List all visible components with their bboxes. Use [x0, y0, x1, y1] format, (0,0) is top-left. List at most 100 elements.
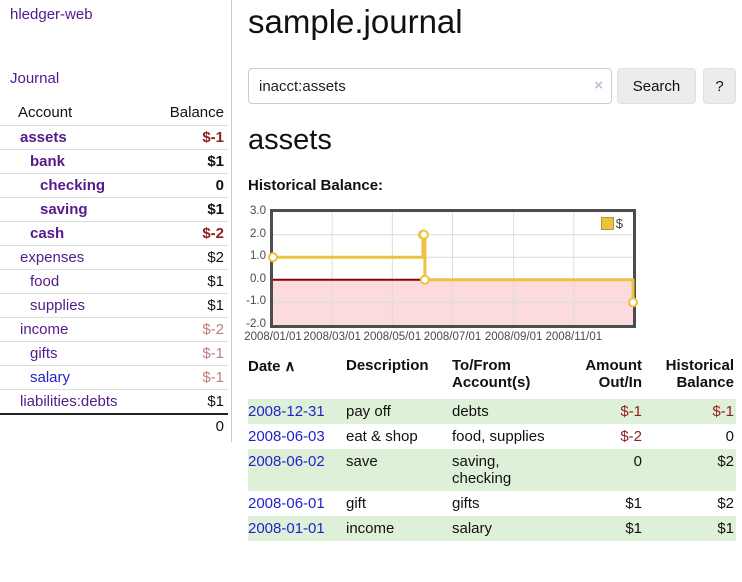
x-tick-label: 2008/11/01	[545, 331, 603, 343]
app-title-link[interactable]: hledger-web	[10, 6, 93, 23]
transaction-date-link[interactable]: 2008-06-02	[248, 453, 325, 470]
transaction-accounts: gifts	[452, 495, 480, 512]
account-link-supplies[interactable]: supplies	[30, 297, 86, 314]
transaction-date-link[interactable]: 2008-06-03	[248, 428, 325, 445]
chart-legend: $	[600, 216, 623, 231]
search-input[interactable]	[248, 68, 612, 104]
historical-balance-chart: 3.0 2.0 1.0 0.0 -1.0 -2.0 $ 2008/01/01 2008/03…	[244, 201, 668, 353]
search-button[interactable]: Search	[617, 68, 696, 104]
account-balance: $-2	[202, 225, 224, 242]
account-link-income[interactable]: income	[20, 321, 69, 338]
account-row: salary $-1	[0, 365, 228, 390]
transaction-accounts: food, supplies	[452, 428, 545, 445]
transaction-balance: 0	[725, 428, 734, 445]
transaction-amount: $1	[625, 520, 642, 537]
account-link-expenses[interactable]: expenses	[20, 249, 85, 266]
account-balance: $-1	[202, 345, 224, 362]
balance-column-header: Balance	[169, 104, 224, 121]
account-link-bank[interactable]: bank	[30, 153, 66, 170]
account-balance: $-1	[202, 129, 224, 146]
transaction-row: 2008-06-01 gift gifts $1 $2	[248, 491, 736, 516]
clear-search-icon[interactable]: ×	[594, 77, 603, 94]
account-link-assets[interactable]: assets	[20, 129, 67, 146]
transaction-balance: $2	[717, 453, 734, 470]
transaction-date-link[interactable]: 2008-06-01	[248, 495, 325, 512]
transaction-date-link[interactable]: 2008-12-31	[248, 403, 325, 420]
account-link-cash[interactable]: cash	[30, 225, 65, 242]
transaction-description: save	[346, 453, 378, 470]
transaction-balance: $-1	[712, 403, 734, 420]
x-tick-label: 2008/07/01	[423, 331, 482, 343]
transaction-description: income	[346, 520, 395, 537]
balance-column-header: Historical Balance	[665, 357, 734, 391]
account-link-food[interactable]: food	[30, 273, 60, 290]
y-tick-label: 2.0	[250, 227, 266, 240]
search-form: × Search ?	[248, 68, 736, 104]
page-title: sample.journal	[248, 3, 463, 40]
date-column-header[interactable]: Date ∧	[248, 358, 296, 375]
account-link-checking[interactable]: checking	[40, 177, 106, 194]
transaction-balance: $1	[717, 520, 734, 537]
y-tick-label: 1.0	[250, 250, 266, 263]
amount-column-header: Amount Out/In	[585, 357, 642, 391]
description-column-header: Description	[346, 357, 429, 374]
transaction-description: eat & shop	[346, 428, 418, 445]
account-balance: $2	[207, 249, 224, 266]
transaction-row: 2008-06-02 save saving, checking 0 $2	[248, 449, 736, 491]
account-row: liabilities:debts $1	[0, 389, 228, 415]
x-tick-label: 2008/05/01	[363, 331, 422, 343]
account-balance: $-1	[202, 369, 224, 386]
transaction-amount: $1	[625, 495, 642, 512]
transaction-amount: 0	[633, 453, 642, 470]
account-row: food $1	[0, 269, 228, 294]
transactions-table: Date ∧ Description To/From Account(s) Amo…	[248, 353, 736, 541]
account-balance: $1	[207, 153, 224, 170]
account-row: checking 0	[0, 173, 228, 198]
account-link-saving[interactable]: saving	[40, 201, 88, 218]
accounts-column-header: To/From Account(s)	[452, 357, 531, 391]
x-tick-label: 2008/01/01	[244, 331, 302, 343]
legend-swatch-icon	[600, 217, 614, 230]
help-button[interactable]: ?	[703, 68, 736, 104]
account-row: assets $-1	[0, 125, 228, 150]
y-tick-label: 3.0	[250, 205, 266, 217]
transaction-amount: $-1	[620, 403, 642, 420]
transaction-amount: $-2	[620, 428, 642, 445]
chart-label: Historical Balance:	[248, 177, 384, 194]
transaction-date-link[interactable]: 2008-01-01	[248, 520, 325, 537]
total-row: 0	[0, 414, 228, 438]
sidebar-item-journal[interactable]: Journal	[10, 70, 60, 87]
account-balance: $1	[207, 273, 224, 290]
account-row: expenses $2	[0, 245, 228, 270]
account-balance: 0	[215, 177, 224, 194]
account-row: bank $1	[0, 149, 228, 174]
x-tick-label: 2008/03/01	[303, 331, 361, 343]
y-tick-label: 0.0	[250, 272, 266, 285]
transaction-balance: $2	[717, 495, 734, 512]
account-row: cash $-2	[0, 221, 228, 246]
transaction-description: pay off	[346, 403, 391, 420]
account-balance: $1	[207, 297, 224, 314]
transaction-accounts: salary	[452, 520, 493, 537]
x-tick-label: 2008/09/01	[484, 331, 543, 343]
sort-ascending-icon: ∧	[284, 358, 296, 375]
account-link-gifts[interactable]: gifts	[30, 345, 58, 362]
account-balance: $1	[207, 393, 224, 410]
account-heading: assets	[248, 124, 332, 156]
account-link-liabilities-debts[interactable]: liabilities:debts	[20, 393, 118, 410]
account-link-salary[interactable]: salary	[30, 369, 71, 386]
transaction-row: 2008-06-03 eat & shop food, supplies $-2…	[248, 424, 736, 449]
transactions-header-row: Date ∧ Description To/From Account(s) Amo…	[248, 353, 736, 399]
chart-plot-area[interactable]: $	[268, 209, 638, 328]
y-tick-label: -1.0	[246, 295, 266, 308]
account-balance: $-2	[202, 321, 224, 338]
legend-label: $	[615, 216, 623, 231]
account-row: gifts $-1	[0, 341, 228, 366]
account-row: saving $1	[0, 197, 228, 222]
account-balance-table: Account Balance assets $-1 bank $1 checkin…	[0, 100, 228, 438]
transaction-accounts: saving, checking	[452, 453, 512, 487]
y-tick-label: -2.0	[246, 318, 266, 330]
account-row: supplies $1	[0, 293, 228, 318]
total-balance: 0	[215, 418, 224, 435]
sidebar: hledger-web Journal Account Balance asse…	[0, 0, 232, 442]
